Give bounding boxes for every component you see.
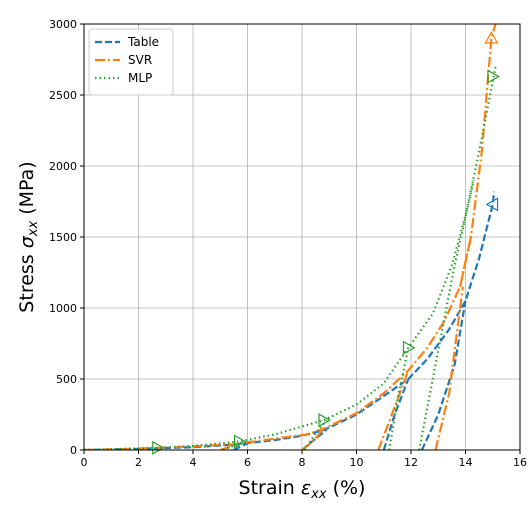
x-tick-label: 4	[190, 456, 197, 469]
x-tick-label: 8	[299, 456, 306, 469]
series-branch-svr	[459, 236, 472, 287]
y-tick-label: 500	[56, 373, 77, 386]
series-branch-table	[382, 378, 410, 450]
series-branch-svr	[301, 427, 325, 450]
marker-table	[485, 197, 499, 212]
legend-label-table: Table	[127, 35, 159, 49]
y-tick-label: 2500	[49, 89, 77, 102]
x-tick-label: 10	[350, 456, 364, 469]
legend: Table SVR MLP	[88, 28, 174, 96]
marker-svr	[484, 30, 499, 44]
y-axis-label: Stress σxx (MPa)	[16, 161, 41, 312]
x-axis-ticks: 0 2 4 6 8 10 12 14 16	[81, 450, 527, 469]
series-line-svr	[84, 24, 497, 450]
marker-mlp	[152, 440, 165, 455]
y-tick-label: 2000	[49, 160, 77, 173]
series-branch-table	[420, 300, 467, 450]
marker-mlp	[487, 69, 500, 84]
marker-mlp	[233, 434, 247, 449]
x-tick-label: 12	[404, 456, 418, 469]
y-tick-label: 0	[70, 444, 77, 457]
y-axis-ticks: 0 500 1000 1500 2000 2500 3000	[49, 18, 84, 457]
x-tick-label: 2	[135, 456, 142, 469]
marker-layer	[152, 30, 500, 455]
series-mlp	[84, 66, 497, 450]
x-tick-label: 16	[513, 456, 527, 469]
series-line-mlp	[84, 66, 497, 450]
y-tick-label: 1000	[49, 302, 77, 315]
legend-label-svr: SVR	[128, 53, 152, 67]
series-branch-mlp	[222, 440, 246, 450]
series-line-table	[84, 191, 496, 450]
x-tick-label: 6	[244, 456, 251, 469]
legend-label-mlp: MLP	[128, 71, 152, 85]
series-branch-mlp	[388, 347, 410, 450]
x-tick-label: 14	[459, 456, 473, 469]
x-tick-label: 0	[81, 456, 88, 469]
series-layer	[84, 24, 497, 450]
y-tick-label: 3000	[49, 18, 77, 31]
marker-mlp	[402, 340, 416, 355]
y-tick-label: 1500	[49, 231, 77, 244]
marker-mlp	[318, 413, 332, 428]
series-branch-table	[233, 442, 248, 450]
x-axis-label: Strain εxx (%)	[239, 477, 366, 502]
series-branch-svr	[434, 286, 464, 450]
